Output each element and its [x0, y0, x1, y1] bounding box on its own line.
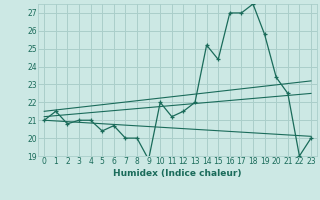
X-axis label: Humidex (Indice chaleur): Humidex (Indice chaleur)	[113, 169, 242, 178]
